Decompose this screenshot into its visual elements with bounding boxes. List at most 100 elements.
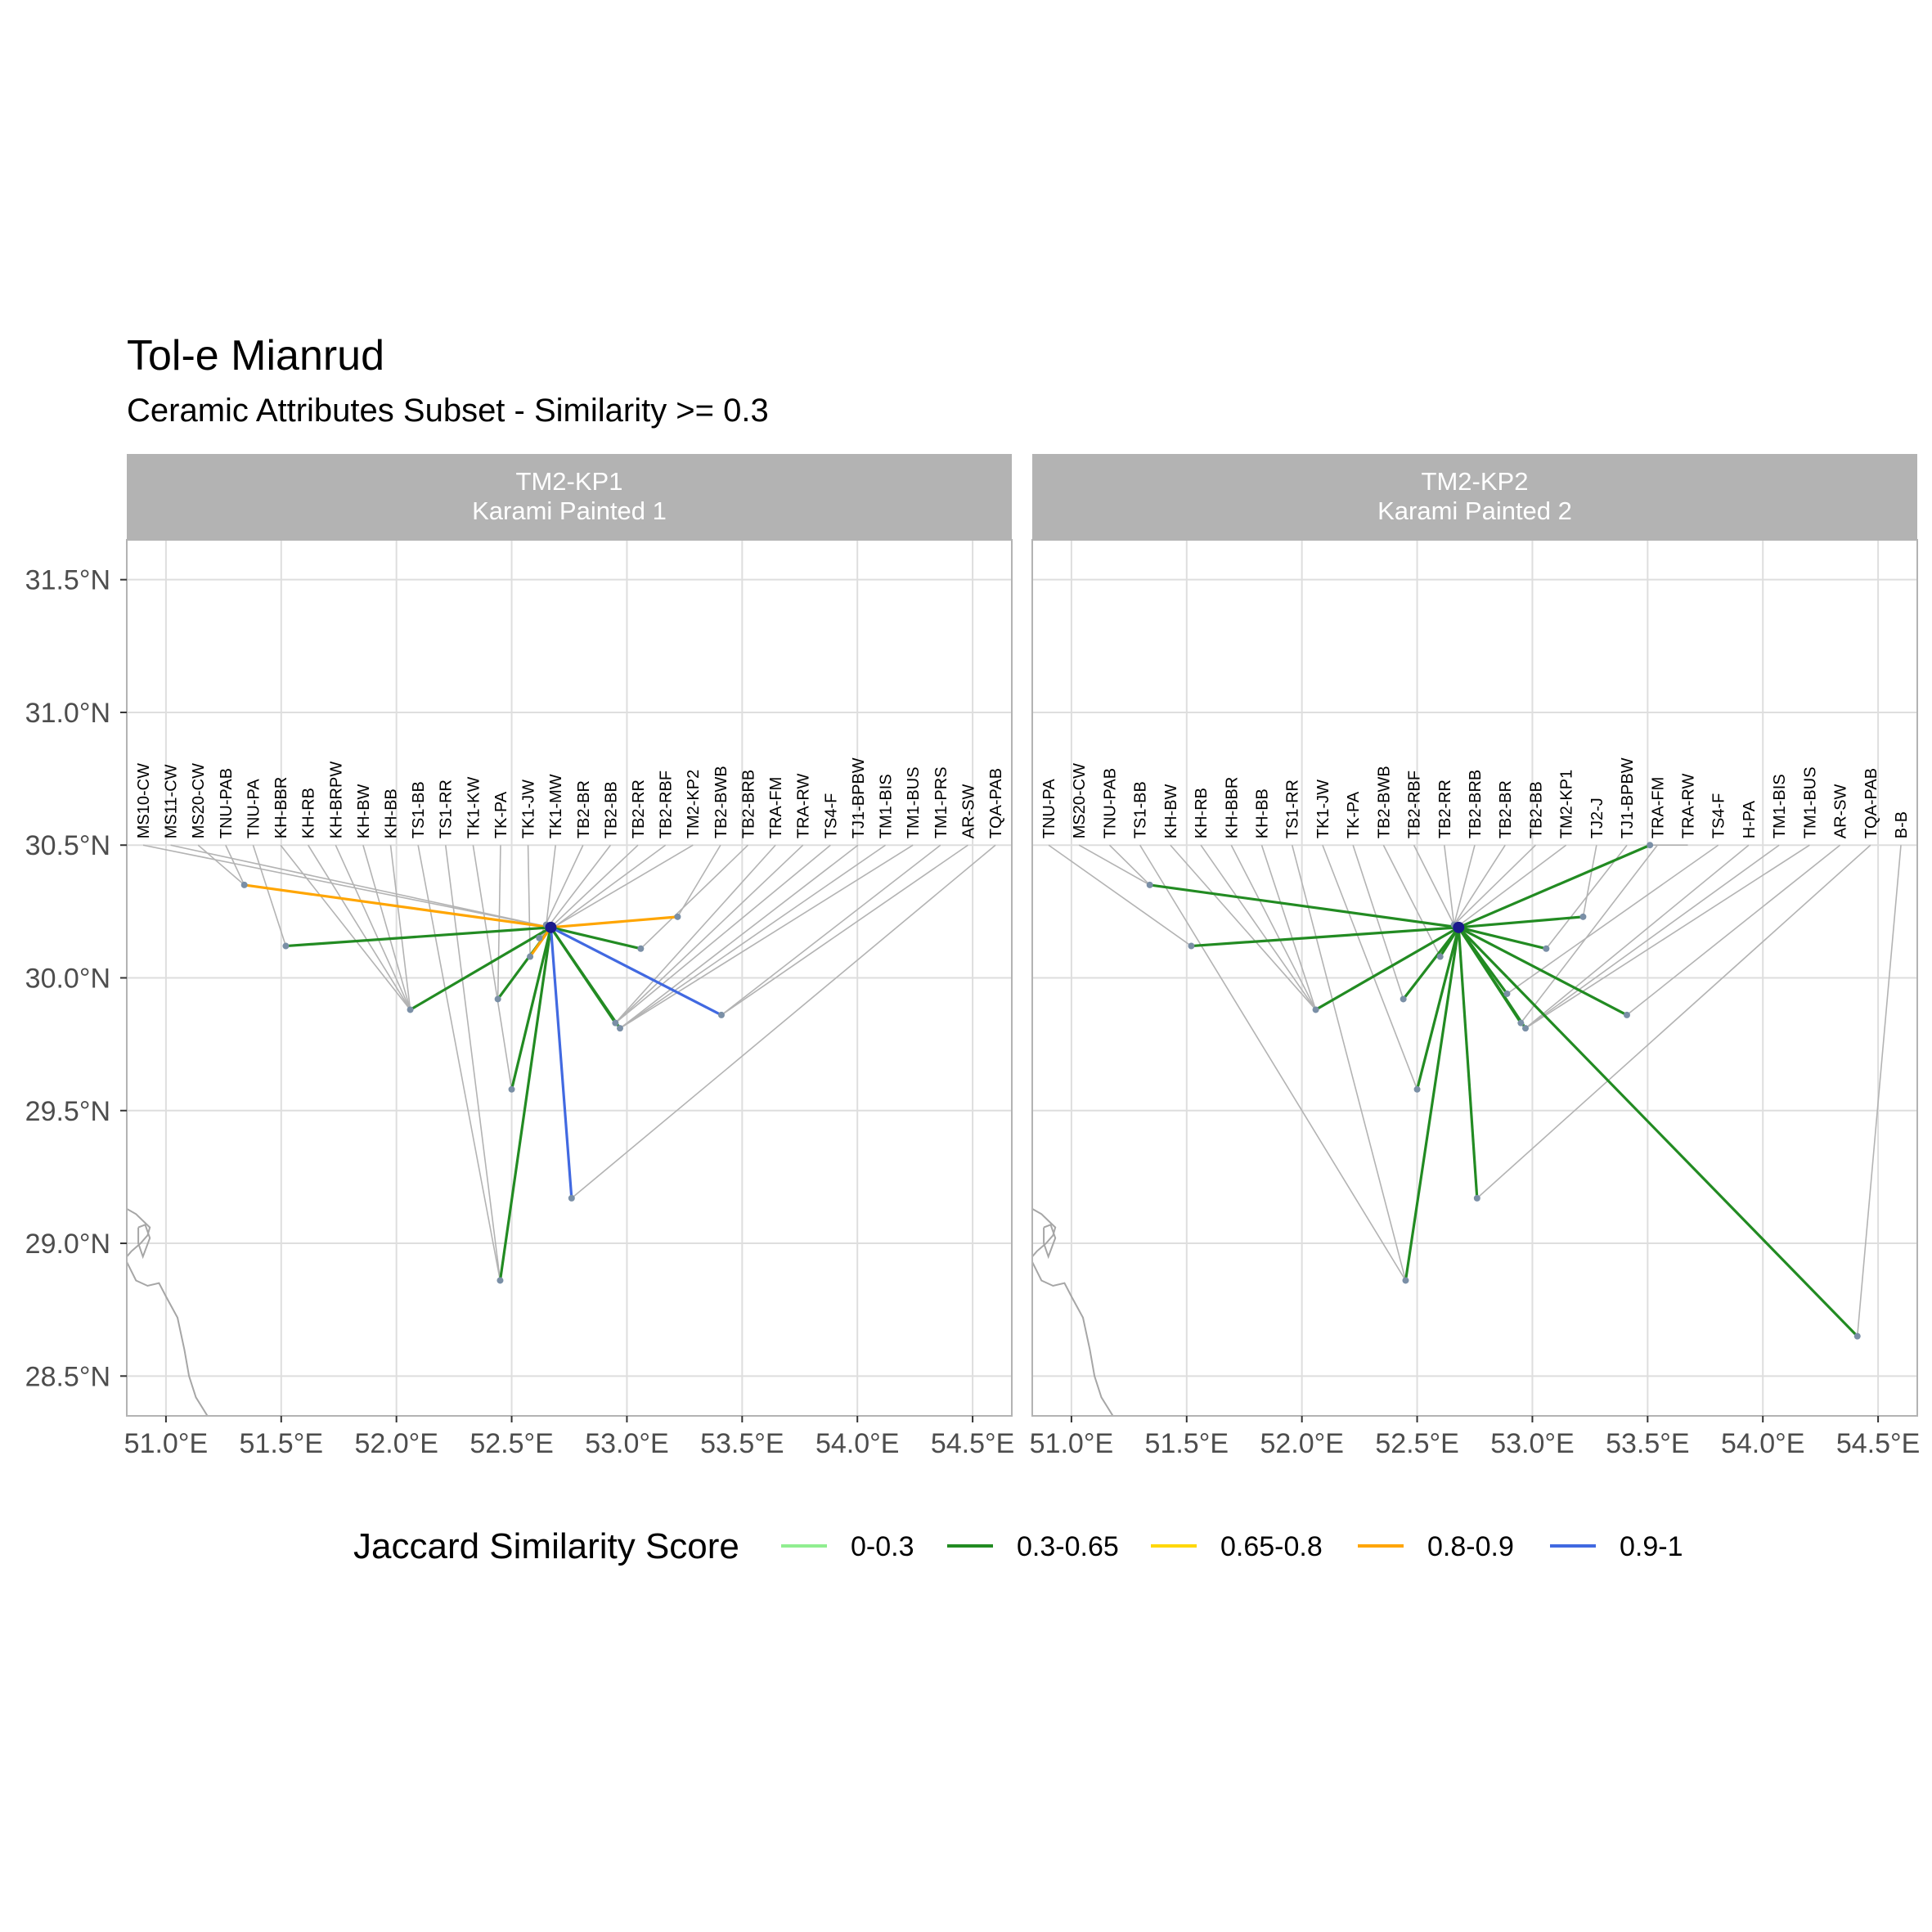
site-leader-line [142, 844, 551, 928]
site-leader-line [552, 844, 694, 928]
similarity-edge [1458, 926, 1628, 1017]
site-leader-line [1476, 844, 1871, 1199]
site-point [536, 934, 543, 941]
coastline-group [1032, 1208, 1114, 1416]
site-point [1579, 913, 1587, 920]
site-label: TB2-BB [1527, 781, 1545, 838]
site-leader-line [1200, 844, 1317, 1010]
site-leader-line [1455, 844, 1567, 928]
site-point [494, 995, 501, 1003]
site-label: TK1-JW [1314, 780, 1332, 838]
site-leader-line [389, 845, 411, 1010]
facet-strip [1032, 454, 1917, 540]
site-label: TNU-PA [1040, 779, 1058, 839]
site-leader-line [1506, 844, 1719, 995]
y-tick-label: 30.0°N [25, 964, 110, 995]
site-leader-line [1048, 844, 1192, 947]
similarity-edge [1402, 926, 1460, 1000]
site-label: TB2-RBF [658, 771, 676, 838]
site-label: TRA-FM [1649, 777, 1667, 839]
x-tick-label: 53.5°E [1606, 1428, 1689, 1459]
similarity-edge [550, 926, 722, 1017]
site-label: TB2-BRB [1467, 770, 1485, 838]
site-leader-line [335, 844, 411, 1010]
site-label: TS4-F [822, 793, 840, 839]
site-label: TB2-BR [575, 780, 593, 838]
x-tick-label: 52.5°E [470, 1428, 553, 1459]
site-point [1402, 1277, 1409, 1284]
facet-strip-name: Karami Painted 2 [1377, 496, 1572, 525]
site-label: TS4-F [1710, 793, 1728, 839]
site-leader-line [1453, 844, 1506, 926]
site-leader-line [721, 844, 968, 1016]
site-leader-line [1413, 844, 1455, 925]
facet-strip-code: TM2-KP1 [516, 467, 623, 496]
site-label: TQA-PAB [987, 768, 1005, 838]
site-leader-line [417, 845, 501, 1281]
site-label: TRA-RW [795, 773, 813, 838]
facet-strip-code: TM2-KP2 [1422, 467, 1529, 496]
site-point [1503, 990, 1511, 997]
similarity-edge [1149, 883, 1459, 929]
site-label: TM1-BUS [905, 766, 923, 838]
site-leader-line [307, 844, 411, 1010]
coastline [127, 1261, 209, 1416]
site-label: TM1-BUS [1801, 766, 1819, 838]
site-label: TK1-JW [520, 780, 538, 838]
site-label: TJ1-BPBW [1619, 757, 1637, 838]
x-tick-label: 52.0°E [354, 1428, 438, 1459]
site-label: TB2-RR [630, 780, 648, 838]
site-leader-line [721, 844, 941, 1016]
similarity-edge [1457, 927, 1479, 1198]
x-tick-label: 51.0°E [124, 1428, 208, 1459]
site-label: MS10-CW [135, 763, 153, 838]
x-tick-label: 52.5°E [1375, 1428, 1458, 1459]
site-point [1853, 1332, 1861, 1340]
site-label: TB2-BB [602, 781, 620, 838]
site-label: KH-BB [1254, 789, 1272, 838]
site-label: TS1-BB [410, 781, 428, 838]
x-tick-label: 53.5°E [700, 1428, 784, 1459]
site-label: MS20-CW [1071, 763, 1089, 838]
coastline [127, 1208, 151, 1257]
similarity-edge [409, 926, 552, 1011]
site-point [1517, 1019, 1525, 1027]
similarity-edge [510, 927, 553, 1090]
site-leader-line [619, 844, 887, 1029]
site-leader-line [640, 844, 749, 950]
x-tick-label: 52.0°E [1260, 1428, 1343, 1459]
legend-entry-label: 0.65-0.8 [1220, 1531, 1323, 1562]
site-label: AR-SW [1832, 784, 1850, 838]
similarity-edge [285, 926, 551, 948]
similarity-edge [550, 926, 641, 950]
focal-site-point [1453, 921, 1465, 933]
x-tick-label: 51.5°E [1145, 1428, 1229, 1459]
site-leader-line [1230, 844, 1317, 1010]
site-point [1647, 842, 1654, 849]
site-leader-line [252, 844, 287, 946]
site-label: TM2-KP1 [1558, 770, 1576, 838]
coastline-group [127, 1208, 209, 1416]
site-leader-line [546, 845, 556, 925]
site-leader-line [280, 844, 411, 1010]
x-tick-label: 53.0°E [585, 1428, 668, 1459]
similarity-edge [1458, 843, 1651, 929]
site-label: KH-BW [355, 784, 373, 838]
site-leader-line [614, 844, 831, 1024]
site-leader-line [614, 844, 804, 1024]
site-leader-line [676, 844, 721, 918]
x-tick-label: 54.0°E [1721, 1428, 1804, 1459]
site-point [240, 881, 248, 888]
site-label: TNU-PAB [1101, 768, 1119, 838]
similarity-edge [528, 926, 552, 958]
site-label: KH-BRPW [327, 762, 345, 839]
x-tick-label: 54.0°E [815, 1428, 899, 1459]
facet-strip-name: Karami Painted 1 [472, 496, 667, 525]
similarity-edge [1439, 926, 1460, 958]
site-leader-line [619, 844, 914, 1029]
similarity-edge [1458, 926, 1547, 950]
site-label: TM1-PRS [932, 766, 950, 838]
site-point [612, 1019, 619, 1027]
